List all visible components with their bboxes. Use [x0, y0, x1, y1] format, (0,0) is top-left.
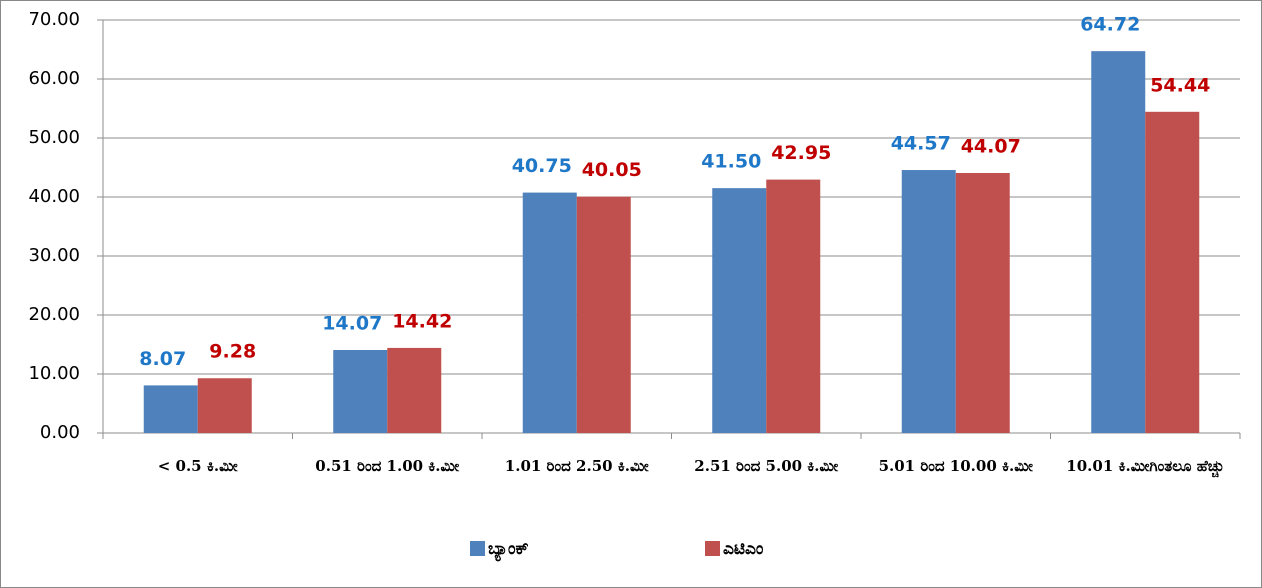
x-tick-label: < 0.5 ಕಿ.ಮೀ [157, 457, 238, 475]
legend-label: ಬ್ಯಾಂಕ್ [488, 539, 529, 562]
bar [333, 349, 388, 433]
y-tick-label: 50.00 [28, 127, 80, 148]
bar [143, 385, 198, 433]
y-tick-label: 60.00 [28, 68, 80, 89]
legend-swatch [470, 541, 485, 556]
y-tick-label: 70.00 [28, 9, 80, 30]
data-label: 14.07 [322, 312, 382, 334]
bar [712, 188, 767, 433]
data-label: 40.05 [582, 159, 642, 181]
data-label: 64.72 [1080, 14, 1140, 36]
x-tick-label: 1.01 ರಿಂದ 2.50 ಕಿ.ಮೀ [504, 457, 649, 475]
x-tick-label: 10.01 ಕಿ.ಮೀಗಿಂತಲೂ ಹೆಚ್ಚು [1066, 457, 1225, 475]
bar [387, 347, 442, 433]
data-label: 14.42 [392, 310, 452, 332]
legend-label: ಎಟಿಎಂ [723, 539, 764, 559]
bar [955, 172, 1010, 433]
y-tick-label: 20.00 [28, 304, 80, 325]
data-label: 9.28 [209, 341, 256, 363]
bar [522, 192, 577, 433]
y-tick-label: 30.00 [28, 245, 80, 266]
data-label: 40.75 [512, 155, 572, 177]
bar [1091, 51, 1146, 433]
data-label: 44.57 [891, 133, 951, 155]
x-tick-label: 2.51 ರಿಂದ 5.00 ಕಿ.ಮೀ [694, 457, 839, 475]
x-tick-label: 0.51 ರಿಂದ 1.00 ಕಿ.ಮೀ [315, 457, 460, 475]
bar [197, 378, 252, 433]
data-label: 54.44 [1150, 74, 1210, 96]
y-tick-label: 10.00 [28, 363, 80, 384]
bar [1145, 111, 1200, 433]
y-tick-label: 40.00 [28, 186, 80, 207]
bar [766, 179, 821, 433]
bar [576, 196, 631, 433]
data-label: 8.07 [139, 348, 186, 370]
data-label: 42.95 [771, 142, 831, 164]
bar [901, 170, 956, 434]
x-tick-label: 5.01 ರಿಂದ 10.00 ಕಿ.ಮೀ [878, 457, 1033, 475]
data-label: 41.50 [701, 151, 761, 173]
legend-swatch [705, 541, 720, 556]
y-tick-label: 0.00 [40, 422, 80, 443]
data-label: 44.07 [961, 135, 1021, 157]
